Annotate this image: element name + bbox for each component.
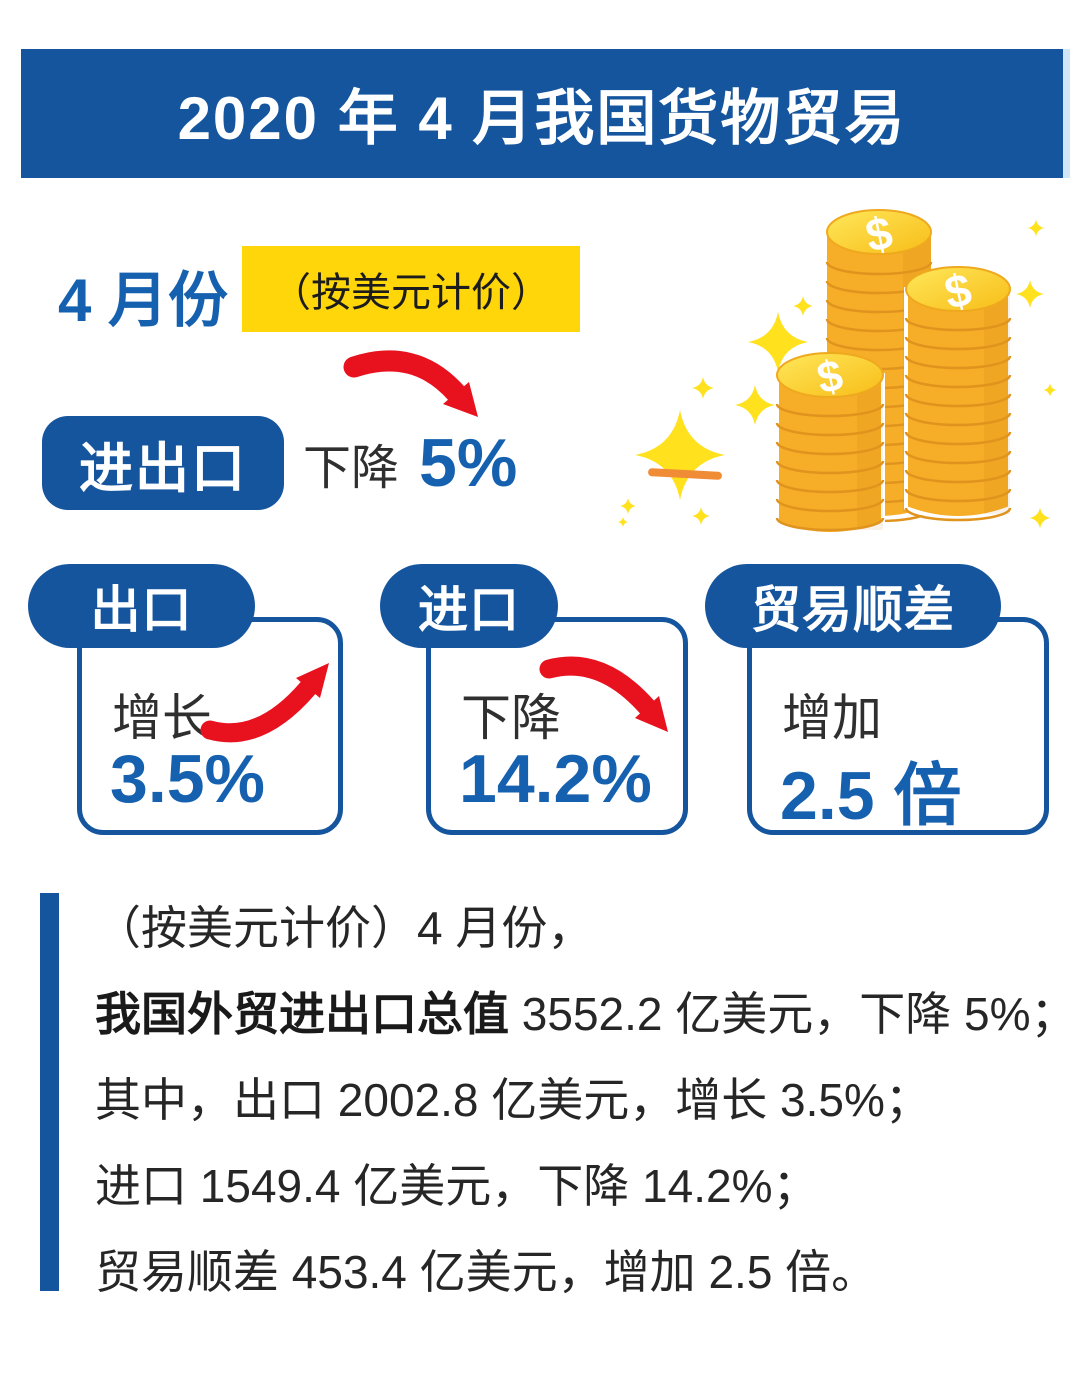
trend-down-arrow-icon bbox=[343, 350, 478, 417]
total-trade-change: 下降 5% bbox=[303, 416, 517, 510]
banner-edge-highlight bbox=[1063, 49, 1070, 178]
export-pill: 出口 bbox=[28, 564, 255, 648]
import-direction-label: 下降 bbox=[461, 690, 561, 746]
summary-line-2-bold: 我国外贸进出口总值 bbox=[95, 988, 509, 1040]
coin-stacks-illustration: $ $ $ bbox=[618, 206, 1057, 536]
export-card: 增长 3.5% bbox=[77, 617, 343, 835]
month-label: 4 月份 bbox=[58, 267, 229, 334]
surplus-pill-label: 贸易顺差 bbox=[751, 582, 955, 638]
export-direction-label: 增长 bbox=[112, 690, 212, 746]
export-pill-label: 出口 bbox=[90, 582, 193, 638]
surplus-card: 增加 2.5 倍 bbox=[747, 617, 1049, 835]
import-pill: 进口 bbox=[380, 564, 558, 648]
summary-line-4: 进口 1549.4 亿美元，下降 14.2%； bbox=[95, 1160, 819, 1212]
header-banner: 2020 年 4 月我国货物贸易 bbox=[21, 49, 1070, 178]
pricing-note-box: （按美元计价） bbox=[242, 246, 580, 332]
export-value: 3.5% bbox=[110, 741, 265, 817]
surplus-direction-label: 增加 bbox=[782, 690, 882, 746]
magic-wand-line bbox=[648, 468, 722, 480]
surplus-value: 2.5 倍 bbox=[780, 758, 962, 834]
import-card: 下降 14.2% bbox=[426, 617, 688, 835]
summary-text-block: （按美元计价）4 月份， 我国外贸进出口总值 3552.2 亿美元，下降 5%；… bbox=[95, 885, 1077, 1315]
coin-stack-right: $ bbox=[904, 263, 1012, 522]
import-pill-label: 进口 bbox=[418, 582, 520, 638]
summary-line-3: 其中，出口 2002.8 亿美元，增长 3.5%； bbox=[95, 1074, 931, 1126]
pricing-note-label: （按美元计价） bbox=[271, 271, 551, 315]
total-trade-label: 进出口 bbox=[79, 438, 247, 499]
page-title: 2020 年 4 月我国货物贸易 bbox=[177, 85, 907, 152]
trend-down-arrow-icon bbox=[539, 656, 668, 732]
surplus-pill: 贸易顺差 bbox=[705, 564, 1001, 648]
total-value: 5% bbox=[419, 425, 518, 501]
import-value: 14.2% bbox=[459, 741, 652, 817]
total-trade-pill: 进出口 bbox=[42, 416, 284, 510]
summary-line-2: 我国外贸进出口总值 3552.2 亿美元，下降 5%； bbox=[95, 971, 1077, 1057]
summary-line-5: 贸易顺差 453.4 亿美元，增加 2.5 倍。 bbox=[95, 1246, 878, 1298]
total-direction-label: 下降 bbox=[303, 442, 400, 495]
summary-line-2-rest: 3552.2 亿美元，下降 5%； bbox=[509, 988, 1077, 1040]
summary-line-1: （按美元计价）4 月份， bbox=[95, 902, 594, 954]
summary-accent-bar bbox=[40, 893, 59, 1291]
coin-stack-front: $ bbox=[775, 350, 885, 536]
trend-up-arrow-icon bbox=[200, 663, 329, 743]
